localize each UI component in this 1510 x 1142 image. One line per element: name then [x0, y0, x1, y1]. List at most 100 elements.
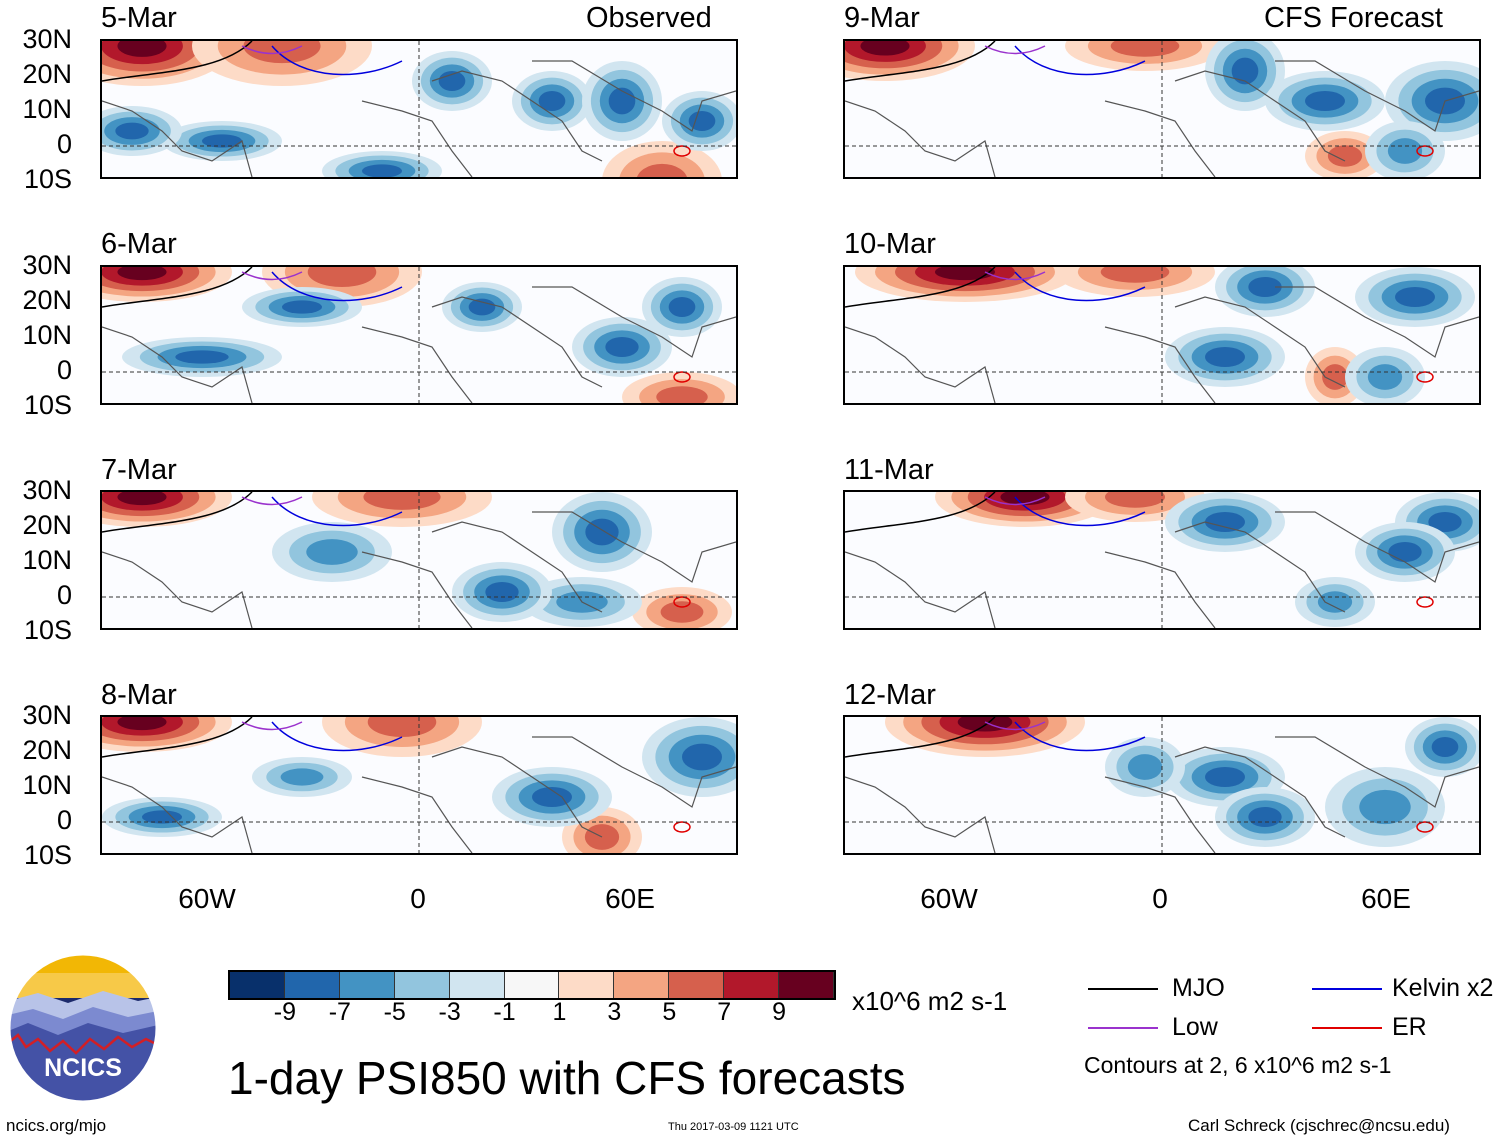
- colorbar-tick-label: -5: [383, 998, 406, 1026]
- anomaly-shading: [117, 267, 167, 281]
- lon-label-60e-right: 60E: [1361, 883, 1411, 914]
- anomaly-shading: [1105, 492, 1165, 508]
- observed-label: Observed: [586, 2, 712, 34]
- kelvin-contour: [271, 45, 403, 76]
- mjo-contour: [102, 717, 253, 758]
- legend-label-mjo: MJO: [1172, 974, 1225, 1002]
- coastline: [845, 736, 1479, 853]
- panel-date-left-2: 6-Mar: [101, 228, 177, 260]
- anomaly-shading: [1205, 767, 1245, 787]
- lon-label-60e-left: 60E: [605, 883, 655, 914]
- low-contour: [241, 721, 303, 731]
- footer-credit: Carl Schreck (cjschrec@ncsu.edu): [1188, 1116, 1450, 1135]
- colorbar-swatch: [284, 972, 340, 998]
- colorbar-tick-label: 3: [607, 998, 622, 1026]
- anomaly-shading: [175, 350, 229, 364]
- map-panel-left-3: [100, 490, 738, 630]
- lat-label-row3-2: 10N: [22, 545, 72, 575]
- low-contour: [241, 496, 303, 506]
- er-contour: [1416, 145, 1434, 157]
- footer-url[interactable]: ncics.org/mjo: [6, 1116, 107, 1135]
- anomaly-shading: [282, 300, 322, 314]
- map-shading: [845, 41, 1479, 177]
- low-contour: [241, 45, 303, 55]
- er-contour: [673, 596, 691, 608]
- lat-label-row2-2: 10N: [22, 320, 72, 350]
- colorbar-tick-label: 7: [717, 998, 732, 1026]
- anomaly-shading: [117, 41, 167, 57]
- logo-text: NCICS: [44, 1054, 122, 1082]
- legend-line-low: [1088, 1027, 1158, 1029]
- mjo-contour: [845, 717, 996, 758]
- ncics-logo: NCICS: [8, 953, 158, 1103]
- er-contour: [1416, 596, 1434, 608]
- colorbar-swatch: [339, 972, 395, 998]
- lat-label-row4-0: 30N: [22, 700, 72, 730]
- anomaly-shading: [1317, 591, 1353, 613]
- anomaly-shading: [1231, 57, 1259, 85]
- anomaly-shading: [117, 492, 167, 506]
- map-panel-right-3: [843, 490, 1481, 630]
- lat-label-row3-4: 10S: [23, 615, 72, 645]
- panel-date-right-3: 11-Mar: [844, 454, 934, 486]
- lat-label-row2-1: 20N: [22, 285, 72, 315]
- kelvin-contour: [1014, 45, 1146, 76]
- main-title: 1-day PSI850 with CFS forecasts: [228, 1052, 906, 1104]
- map-shading: [845, 267, 1479, 403]
- anomaly-shading: [1205, 512, 1245, 532]
- anomaly-shading: [637, 163, 687, 177]
- mjo-contour: [102, 267, 253, 308]
- anomaly-shading: [280, 768, 324, 786]
- mjo-contour: [102, 41, 253, 82]
- coastline: [845, 286, 1479, 403]
- mjo-contour: [102, 492, 253, 533]
- colorbar-swatch: [669, 972, 725, 998]
- map-panel-right-4: [843, 715, 1481, 855]
- anomaly-shading: [1327, 145, 1363, 167]
- legend-line-mjo: [1088, 988, 1158, 990]
- anomaly-shading: [1395, 287, 1435, 307]
- er-contour: [1416, 371, 1434, 383]
- lon-label-60w-left: 60W: [178, 883, 236, 914]
- colorbar-tick-label: -3: [438, 998, 461, 1026]
- anomaly-shading: [532, 787, 572, 807]
- panel-date-right-2: 10-Mar: [844, 228, 936, 260]
- panel-date-left-4: 8-Mar: [101, 679, 177, 711]
- panel-date-left-1: 5-Mar: [101, 2, 177, 34]
- panel-date-left-3: 7-Mar: [101, 454, 177, 486]
- cfs-forecast-label: CFS Forecast: [1264, 2, 1443, 34]
- colorbar-tick-label: 9: [772, 998, 787, 1026]
- map-panel-left-2: [100, 265, 738, 405]
- anomaly-shading: [1305, 91, 1345, 111]
- er-contour: [673, 145, 691, 157]
- anomaly-shading: [468, 298, 496, 316]
- anomaly-shading: [115, 122, 149, 140]
- lat-label-row3-0: 30N: [22, 475, 72, 505]
- anomaly-shading: [1248, 807, 1282, 827]
- colorbar-swatch: [504, 972, 560, 998]
- lon-label-0-right: 0: [1152, 883, 1168, 914]
- kelvin-contour: [1014, 496, 1146, 527]
- lon-label-60w-right: 60W: [920, 883, 978, 914]
- low-contour: [984, 721, 1046, 731]
- map-shading: [102, 267, 736, 403]
- anomaly-shading: [1248, 277, 1282, 297]
- map-panel-left-1: [100, 39, 738, 179]
- low-contour: [984, 45, 1046, 55]
- lat-label-row1-2: 10N: [22, 94, 72, 124]
- coastline: [102, 60, 736, 177]
- map-panel-right-2: [843, 265, 1481, 405]
- anomaly-shading: [1127, 754, 1163, 780]
- kelvin-contour: [271, 496, 403, 527]
- anomaly-shading: [1367, 364, 1403, 390]
- legend-label-kelvin: Kelvin x2: [1392, 974, 1494, 1002]
- anomaly-shading: [584, 824, 620, 850]
- anomaly-shading: [1428, 512, 1462, 532]
- map-shading: [845, 492, 1479, 628]
- anomaly-shading: [1388, 542, 1422, 562]
- lat-label-row4-4: 10S: [23, 840, 72, 870]
- er-contour: [673, 821, 691, 833]
- panel-date-right-4: 12-Mar: [844, 679, 936, 711]
- lat-label-row3-3: 0: [56, 580, 72, 610]
- map-shading: [102, 41, 736, 177]
